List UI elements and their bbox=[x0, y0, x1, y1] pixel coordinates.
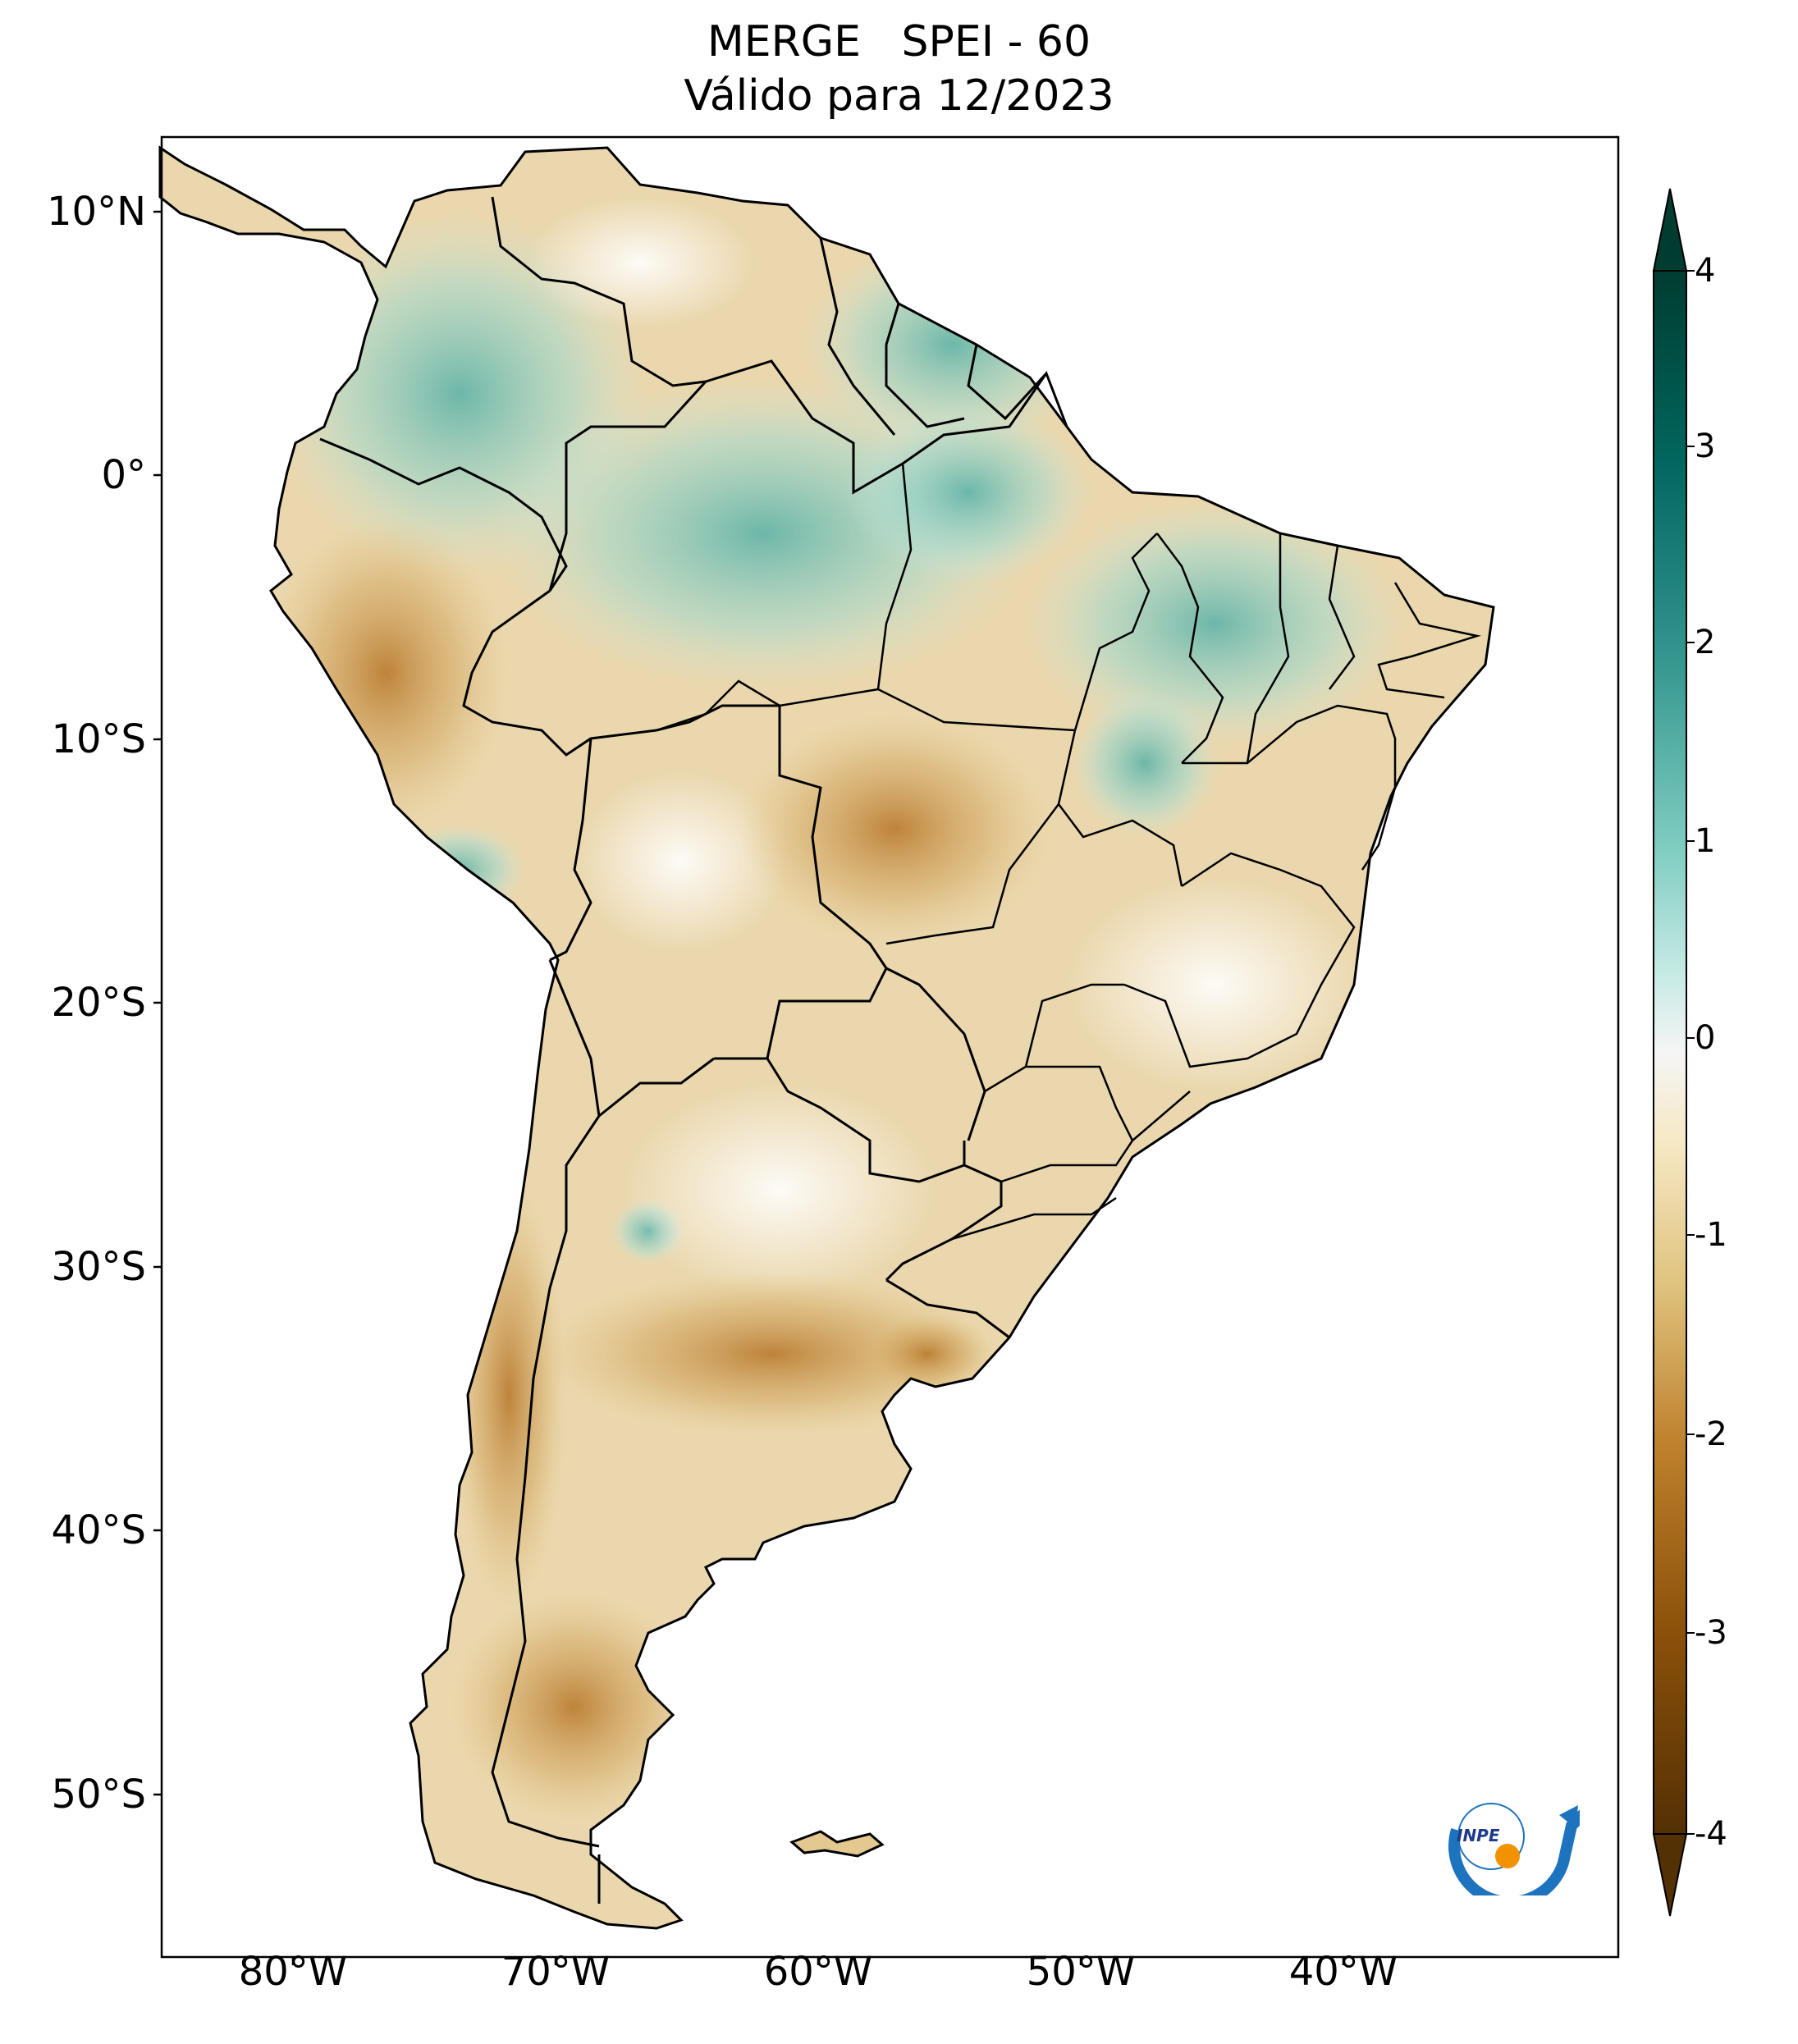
border-bolivia-paraguay bbox=[714, 967, 888, 1060]
lon-ticks bbox=[291, 1957, 1345, 1965]
dry-patch-uruguay bbox=[862, 1313, 993, 1395]
state-border-ne-small bbox=[1377, 582, 1481, 699]
border-peru-brazil bbox=[462, 589, 657, 757]
cb-label-2: 2 bbox=[1695, 624, 1716, 661]
inpe-logo-graphic: INPE bbox=[1448, 1803, 1588, 1908]
neutral-patch-venezuela bbox=[525, 197, 755, 328]
state-border-minas bbox=[1123, 852, 1356, 1068]
cb-label-1: 1 bbox=[1695, 822, 1716, 860]
falkland-islands bbox=[789, 1830, 885, 1858]
colorbar-body bbox=[1653, 270, 1687, 1835]
state-border-sp bbox=[1026, 1065, 1191, 1142]
colorbar-ticks bbox=[1686, 270, 1695, 1835]
border-colombia-venezuela bbox=[491, 196, 707, 387]
lon-label-40w: 40°W bbox=[1288, 1949, 1398, 1995]
state-border-acre-ro bbox=[656, 679, 780, 732]
spei-anomaly-patches bbox=[263, 197, 1403, 1822]
coastline bbox=[158, 145, 1495, 1930]
state-border-amazonas-para bbox=[876, 463, 1076, 732]
state-borders bbox=[656, 463, 1481, 1241]
dataset-name: MERGE bbox=[707, 17, 861, 66]
country-borders bbox=[319, 196, 1068, 1904]
cb-label-m1: -1 bbox=[1695, 1216, 1727, 1254]
lon-label-50w: 50°W bbox=[1026, 1949, 1136, 1995]
state-border-maranhao bbox=[1156, 533, 1224, 764]
lat-label-10s: 10°S bbox=[51, 716, 146, 762]
state-border-bahia bbox=[1182, 704, 1397, 871]
lon-label-80w: 80°W bbox=[238, 1949, 348, 1995]
state-border-piaui bbox=[1246, 533, 1290, 764]
colorbar bbox=[1652, 188, 1695, 1917]
inpe-logo-arrowhead bbox=[1559, 1805, 1578, 1828]
neutral-patch-bolivia bbox=[574, 771, 788, 952]
border-venezuela-brazil bbox=[705, 359, 1068, 495]
cb-label-m3: -3 bbox=[1695, 1614, 1727, 1652]
colorbar-lower-extension bbox=[1652, 1833, 1688, 1917]
wet-patch-tocantins bbox=[1071, 689, 1219, 837]
cb-label-3: 3 bbox=[1695, 428, 1716, 465]
index-name: SPEI - 60 bbox=[901, 17, 1091, 66]
wet-patch-para bbox=[845, 402, 1091, 583]
border-argentina-brazil bbox=[885, 1164, 1003, 1282]
cb-label-m4: -4 bbox=[1695, 1815, 1727, 1853]
state-border-para-mato-grosso bbox=[779, 688, 879, 707]
state-border-para-tocantins bbox=[1073, 533, 1158, 731]
lon-label-70w: 70°W bbox=[501, 1949, 611, 1995]
border-peru-bolivia bbox=[549, 738, 592, 962]
border-colombia-brazil bbox=[548, 380, 707, 592]
map-title-line2: Válido para 12/2023 bbox=[684, 71, 1114, 121]
cb-label-0: 0 bbox=[1695, 1019, 1716, 1057]
state-border-mt-go bbox=[885, 803, 1059, 945]
colorbar-upper-extension bbox=[1652, 188, 1688, 272]
border-paraguay-argentina bbox=[766, 1058, 966, 1183]
state-border-ms bbox=[984, 983, 1124, 1093]
spei-field bbox=[160, 148, 1494, 1928]
wet-patch-northeast bbox=[1026, 501, 1403, 747]
border-bolivia-argentina bbox=[598, 1057, 715, 1118]
border-paraguay-brazil bbox=[885, 967, 986, 1141]
border-suriname-fguiana bbox=[885, 303, 965, 428]
border-chile-bolivia-argentina bbox=[491, 959, 601, 1848]
dry-patch-central-argentina bbox=[542, 1272, 1001, 1436]
map-title-line1: MERGE SPEI - 60 bbox=[0, 16, 1798, 67]
map-axes-frame bbox=[160, 135, 1620, 1959]
cb-label-m2: -2 bbox=[1695, 1415, 1727, 1453]
dry-patch-patagonia bbox=[451, 1592, 698, 1822]
border-guyana-suriname bbox=[819, 237, 896, 436]
cb-label-4: 4 bbox=[1695, 252, 1716, 290]
inpe-logo: INPE bbox=[1440, 1797, 1588, 1908]
state-border-goias bbox=[1057, 729, 1183, 887]
lat-label-50s: 50°S bbox=[51, 1772, 146, 1818]
lat-label-20s: 20°S bbox=[51, 980, 146, 1026]
lat-ticks bbox=[153, 210, 162, 1796]
state-border-ceara bbox=[1328, 545, 1356, 690]
neutral-patch-chaco bbox=[624, 1083, 936, 1296]
inpe-logo-orbit bbox=[1457, 1803, 1525, 1870]
inpe-logo-text: INPE bbox=[1457, 1826, 1500, 1845]
dry-patch-mato-grosso bbox=[739, 714, 1050, 944]
lon-label-60w: 60°W bbox=[763, 1949, 873, 1995]
lat-label-30s: 30°S bbox=[51, 1244, 146, 1290]
lat-label-10n: 10°N bbox=[47, 189, 146, 235]
lat-label-40s: 40°S bbox=[51, 1507, 146, 1553]
border-fguiana-brazil bbox=[967, 344, 1048, 421]
border-colombia-ecuador-peru bbox=[319, 437, 568, 592]
state-border-sc bbox=[951, 1196, 1117, 1241]
border-uruguay-brazil bbox=[885, 1278, 1010, 1339]
inpe-logo-sun bbox=[1495, 1844, 1520, 1868]
lat-label-0: 0° bbox=[101, 452, 146, 498]
state-border-pr bbox=[1000, 1140, 1134, 1183]
